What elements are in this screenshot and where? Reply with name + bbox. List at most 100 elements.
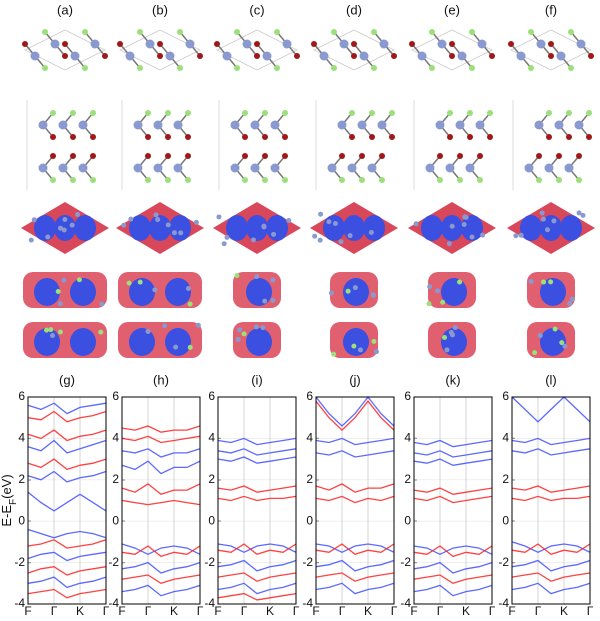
band-line	[413, 439, 493, 448]
y-tick-label: 2	[404, 472, 411, 486]
atom	[165, 153, 171, 159]
atom	[224, 234, 230, 240]
chart-title: (k)	[445, 372, 460, 387]
atom	[251, 237, 257, 243]
atom	[516, 51, 526, 61]
atom	[546, 134, 552, 140]
band-line	[121, 543, 201, 556]
density-blue	[246, 328, 272, 356]
atom	[173, 344, 179, 350]
atom	[165, 177, 171, 183]
atom	[90, 39, 100, 49]
density-blue	[149, 215, 171, 241]
band-line	[315, 483, 395, 493]
atom	[541, 279, 547, 285]
atom	[222, 51, 232, 61]
atom	[367, 163, 377, 173]
atom	[50, 39, 60, 49]
atom	[435, 288, 441, 294]
band-line	[121, 584, 201, 597]
y-tick-label: 6	[112, 389, 119, 403]
band-line	[217, 543, 297, 554]
atom	[465, 163, 475, 173]
density-blue	[540, 328, 566, 356]
x-tick-label: K	[462, 604, 470, 618]
atom	[137, 29, 143, 35]
band-line	[315, 543, 395, 554]
atom	[588, 53, 594, 59]
atom	[133, 120, 143, 130]
atom	[126, 280, 132, 286]
atom	[536, 39, 546, 49]
panel-label: (b)	[152, 2, 168, 17]
y-tick-label: 0	[502, 513, 509, 527]
x-tick-label: Γ	[293, 604, 300, 618]
chart-title: (l)	[545, 372, 557, 387]
atom	[347, 163, 357, 173]
atom	[391, 53, 397, 59]
atom	[435, 120, 445, 130]
band-line	[121, 561, 201, 574]
atom	[440, 299, 446, 305]
atom	[62, 217, 68, 223]
atom	[237, 327, 243, 333]
x-tick-label: Γ	[587, 604, 594, 618]
band-line	[27, 576, 107, 589]
atom	[567, 300, 573, 306]
atom	[349, 110, 355, 116]
y-tick-label: 2	[502, 472, 509, 486]
band-line	[315, 437, 395, 446]
atom	[262, 153, 268, 159]
atom	[469, 234, 475, 240]
band-line	[511, 582, 591, 595]
atom	[449, 53, 455, 59]
atom	[417, 51, 427, 61]
band-line	[27, 528, 107, 539]
atom	[173, 120, 183, 130]
atom	[70, 134, 76, 140]
atom	[187, 301, 193, 307]
y-tick-label: 2	[208, 472, 215, 486]
atom	[28, 237, 34, 243]
plot-frame	[27, 396, 107, 605]
atom	[62, 53, 68, 59]
band-line	[217, 582, 297, 595]
y-tick-label: -2	[400, 555, 411, 569]
atom	[546, 110, 552, 116]
density-blue	[343, 328, 369, 356]
atom	[389, 110, 395, 116]
density-blue	[461, 215, 483, 241]
density-blue	[226, 215, 248, 241]
atom	[242, 153, 248, 159]
band-line	[511, 495, 591, 502]
atom	[576, 153, 582, 159]
density-blue	[165, 328, 191, 356]
atom	[359, 177, 365, 183]
band-line	[511, 448, 591, 456]
atom	[55, 289, 61, 295]
atom	[270, 120, 280, 130]
band-line	[315, 395, 395, 427]
band-line	[315, 400, 395, 431]
atom	[339, 153, 345, 159]
x-tick-label: Γ	[103, 604, 110, 618]
atom	[513, 233, 519, 239]
band-line	[217, 572, 297, 582]
atom	[262, 177, 268, 183]
band-line	[217, 592, 297, 601]
atom	[282, 177, 288, 183]
atom	[102, 53, 108, 59]
atom	[153, 120, 163, 130]
y-tick-label: -4	[302, 596, 313, 610]
atom	[331, 65, 337, 71]
atom	[90, 153, 96, 159]
atom	[437, 177, 443, 183]
atom	[70, 153, 76, 159]
atom	[99, 301, 105, 307]
density-blue	[421, 215, 443, 241]
y-tick-label: 6	[18, 389, 25, 403]
atom	[294, 53, 300, 59]
atom	[178, 230, 184, 236]
x-tick-label: Γ	[535, 604, 542, 618]
